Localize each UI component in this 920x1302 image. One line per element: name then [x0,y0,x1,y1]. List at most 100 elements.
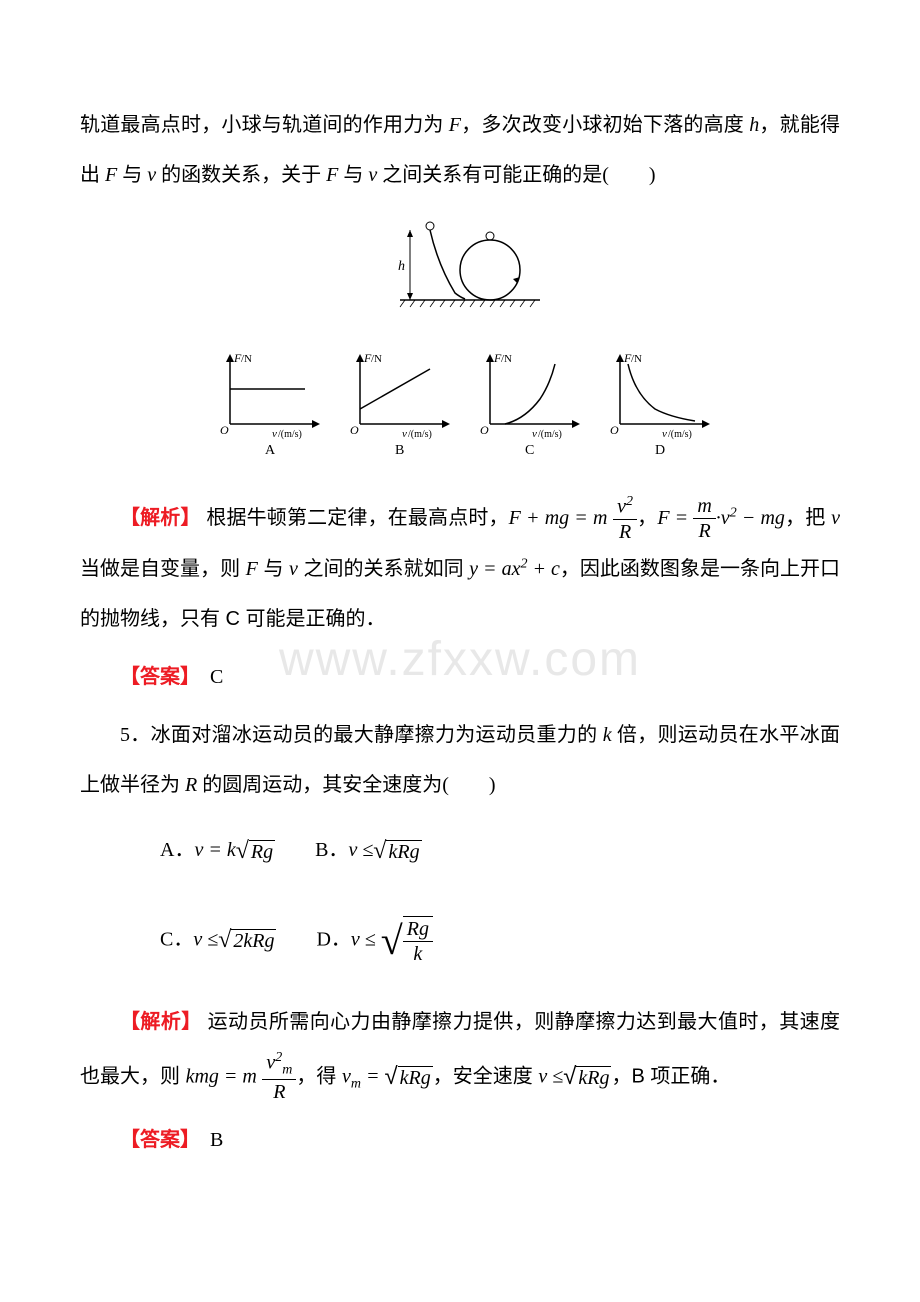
svg-text:O: O [350,423,359,437]
svg-text:B: B [395,443,404,458]
svg-text:O: O [220,423,229,437]
q4-top-diagram: h [80,215,840,334]
var-F: F [449,114,461,136]
frac-den-2: R [693,519,715,543]
q4-analysis-text-1: 根据牛顿第二定律，在最高点时， [206,507,508,529]
q5-frac-num: v [266,1051,275,1073]
q5-analysis-label: 【解析】 [120,1011,202,1033]
frac-num-1: v [617,496,626,518]
svg-text:O: O [480,423,489,437]
q4-analysis-text-3: ，把 [785,507,831,529]
intro-text-6: 之间关系有可能正确的是( ) [377,164,655,186]
frac-sup-1: 2 [626,494,633,509]
var-h: h [749,114,759,136]
text-leq: ≤ [547,1065,563,1087]
svg-text:C: C [525,443,534,458]
option-D-sqrt-num: Rg [403,917,433,942]
option-A-formula: v = k [194,839,235,861]
q4-analysis-text-2: ， [637,507,657,529]
sub-m: m [351,1076,361,1091]
h-label: h [398,259,405,274]
option-D-sqrt-den: k [403,942,433,966]
q5-frac-sub: m [282,1062,292,1077]
var-F-4: F [246,558,258,580]
formula-2-lhs: F [657,507,669,529]
formula-2-rest: − mg [737,507,785,529]
q5-sqrt-2: kRg [576,1066,611,1089]
q4-answer-line: 【答案】 C [80,652,840,702]
intro-text-4: 与 [117,164,147,186]
var-v-2: v [368,164,377,186]
option-A-label: A． [160,839,194,861]
svg-text:/N: /N [241,353,252,365]
option-C-sqrt: 2kRg [231,929,276,952]
formula-2-rhs: ·v [716,507,730,529]
var-k: k [603,724,612,746]
svg-text:/(m/s): /(m/s) [668,429,692,440]
formula-1-lhs: F + mg = m [509,507,608,529]
svg-text:/N: /N [631,353,642,365]
var-v-4: v [289,558,298,580]
option-B-label: B． [315,839,348,861]
q5-options-row-1: A．v = k√Rg B．v ≤√kRg [160,818,840,885]
var-R: R [185,774,197,796]
answer-label: 【答案】 [120,666,190,688]
q5-sqrt-1: kRg [398,1066,433,1089]
q5-analysis: 【解析】 运动员所需向心力由静摩擦力提供，则静摩擦力达到最大值时，其速度也最大，… [80,997,840,1107]
svg-text:/(m/s): /(m/s) [278,429,302,440]
q5-options-row-2: C．v ≤√2kRg D．v ≤ √ Rg k [160,885,840,997]
q5-analysis-text-3: ，安全速度 [433,1065,539,1087]
q5-formula-1: kmg = m [186,1065,257,1087]
svg-text:D: D [655,443,665,458]
q5-text-3: 的圆周运动，其安全速度为( ) [197,774,495,796]
option-C-formula: v ≤ [193,928,218,950]
var-F-3: F [326,164,338,186]
q4-intro: 轨道最高点时，小球与轨道间的作用力为 F，多次改变小球初始下落的高度 h，就能得… [80,100,840,200]
formula-3-rest: + c [527,558,559,580]
option-D-formula: v ≤ [351,928,376,950]
intro-text-4b: 与 [338,164,368,186]
q5-answer-line: 【答案】 B [80,1115,840,1165]
text-eq-1: = [670,507,694,529]
frac-num-2: m [693,494,715,519]
intro-text-5: 的函数关系，关于 [156,164,326,186]
option-C-label: C． [160,928,193,950]
q4-answer-value: C [210,666,223,688]
q5-number: 5． [120,724,151,746]
svg-text:/N: /N [501,353,512,365]
q4-analysis-text-6: 之间的关系就如同 [298,558,469,580]
var-v: v [147,164,156,186]
q5-answer-label: 【答案】 [120,1129,190,1151]
q4-analysis-text-4: 当做是自变量，则 [80,558,246,580]
text-eq-2: = [361,1065,385,1087]
svg-text:/(m/s): /(m/s) [538,429,562,440]
option-D-label: D． [316,928,350,950]
var-v-5: v [538,1065,547,1087]
svg-text:v: v [272,428,277,440]
graphs-svg: F /N O v /(m/s) A F /N O v /(m/s) B [200,349,720,459]
option-B-formula: v ≤ [348,839,373,861]
q4-graphs-row: F /N O v /(m/s) A F /N O v /(m/s) B [80,349,840,478]
option-A-sqrt: Rg [249,840,275,863]
q5-analysis-text-4: ，B 项正确． [611,1065,730,1087]
var-F-2: F [105,164,117,186]
q5-analysis-text-2: ，得 [296,1065,342,1087]
svg-text:A: A [265,443,276,458]
q5-text: 5．冰面对溜冰运动员的最大静摩擦力为运动员重力的 k 倍，则运动员在水平冰面上做… [80,710,840,810]
option-B-sqrt: kRg [386,840,421,863]
analysis-label: 【解析】 [120,507,201,529]
svg-text:/N: /N [371,353,382,365]
intro-text-1: 轨道最高点时，小球与轨道间的作用力为 [80,114,449,136]
svg-text:/(m/s): /(m/s) [408,429,432,440]
q5-text-1: 冰面对溜冰运动员的最大静摩擦力为运动员重力的 [151,724,603,746]
q5-answer-value: B [210,1129,223,1151]
intro-text-2: ，多次改变小球初始下落的高度 [461,114,749,136]
q4-analysis: 【解析】 根据牛顿第二定律，在最高点时，F + mg = m v2 R ，F =… [80,493,840,644]
q5-frac-den: R [262,1080,296,1104]
frac-den-1: R [613,520,637,544]
svg-text:O: O [610,423,619,437]
svg-text:v: v [662,428,667,440]
formula-2-sup: 2 [730,505,737,520]
q4-analysis-text-5: 与 [258,558,289,580]
ball-track-diagram: h [360,215,560,315]
